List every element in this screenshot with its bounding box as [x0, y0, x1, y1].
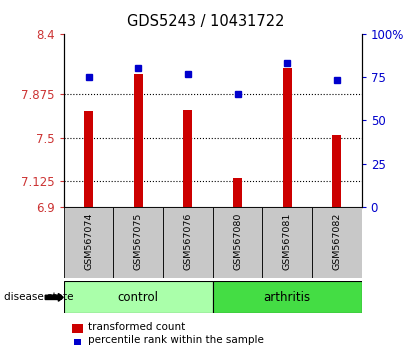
Text: GSM567074: GSM567074: [84, 212, 93, 270]
Text: percentile rank within the sample: percentile rank within the sample: [88, 335, 264, 345]
Text: GSM567081: GSM567081: [283, 212, 292, 270]
Text: GSM567080: GSM567080: [233, 212, 242, 270]
Text: GSM567076: GSM567076: [183, 212, 192, 270]
Text: GSM567082: GSM567082: [332, 212, 342, 270]
Bar: [283, 68, 292, 207]
Text: GDS5243 / 10431722: GDS5243 / 10431722: [127, 14, 284, 29]
Text: control: control: [118, 291, 159, 304]
Bar: [213, 207, 262, 278]
Bar: [213, 281, 362, 313]
Bar: [183, 110, 192, 207]
Bar: [84, 111, 93, 207]
Text: disease state: disease state: [4, 292, 74, 302]
Bar: [233, 178, 242, 207]
Bar: [312, 207, 362, 278]
Bar: [113, 207, 163, 278]
Bar: [64, 207, 113, 278]
Bar: [332, 135, 341, 207]
Bar: [134, 74, 143, 207]
Bar: [163, 207, 213, 278]
Bar: [64, 281, 213, 313]
Text: GSM567075: GSM567075: [134, 212, 143, 270]
Text: transformed count: transformed count: [88, 322, 186, 332]
Text: arthritis: arthritis: [263, 291, 311, 304]
Bar: [262, 207, 312, 278]
